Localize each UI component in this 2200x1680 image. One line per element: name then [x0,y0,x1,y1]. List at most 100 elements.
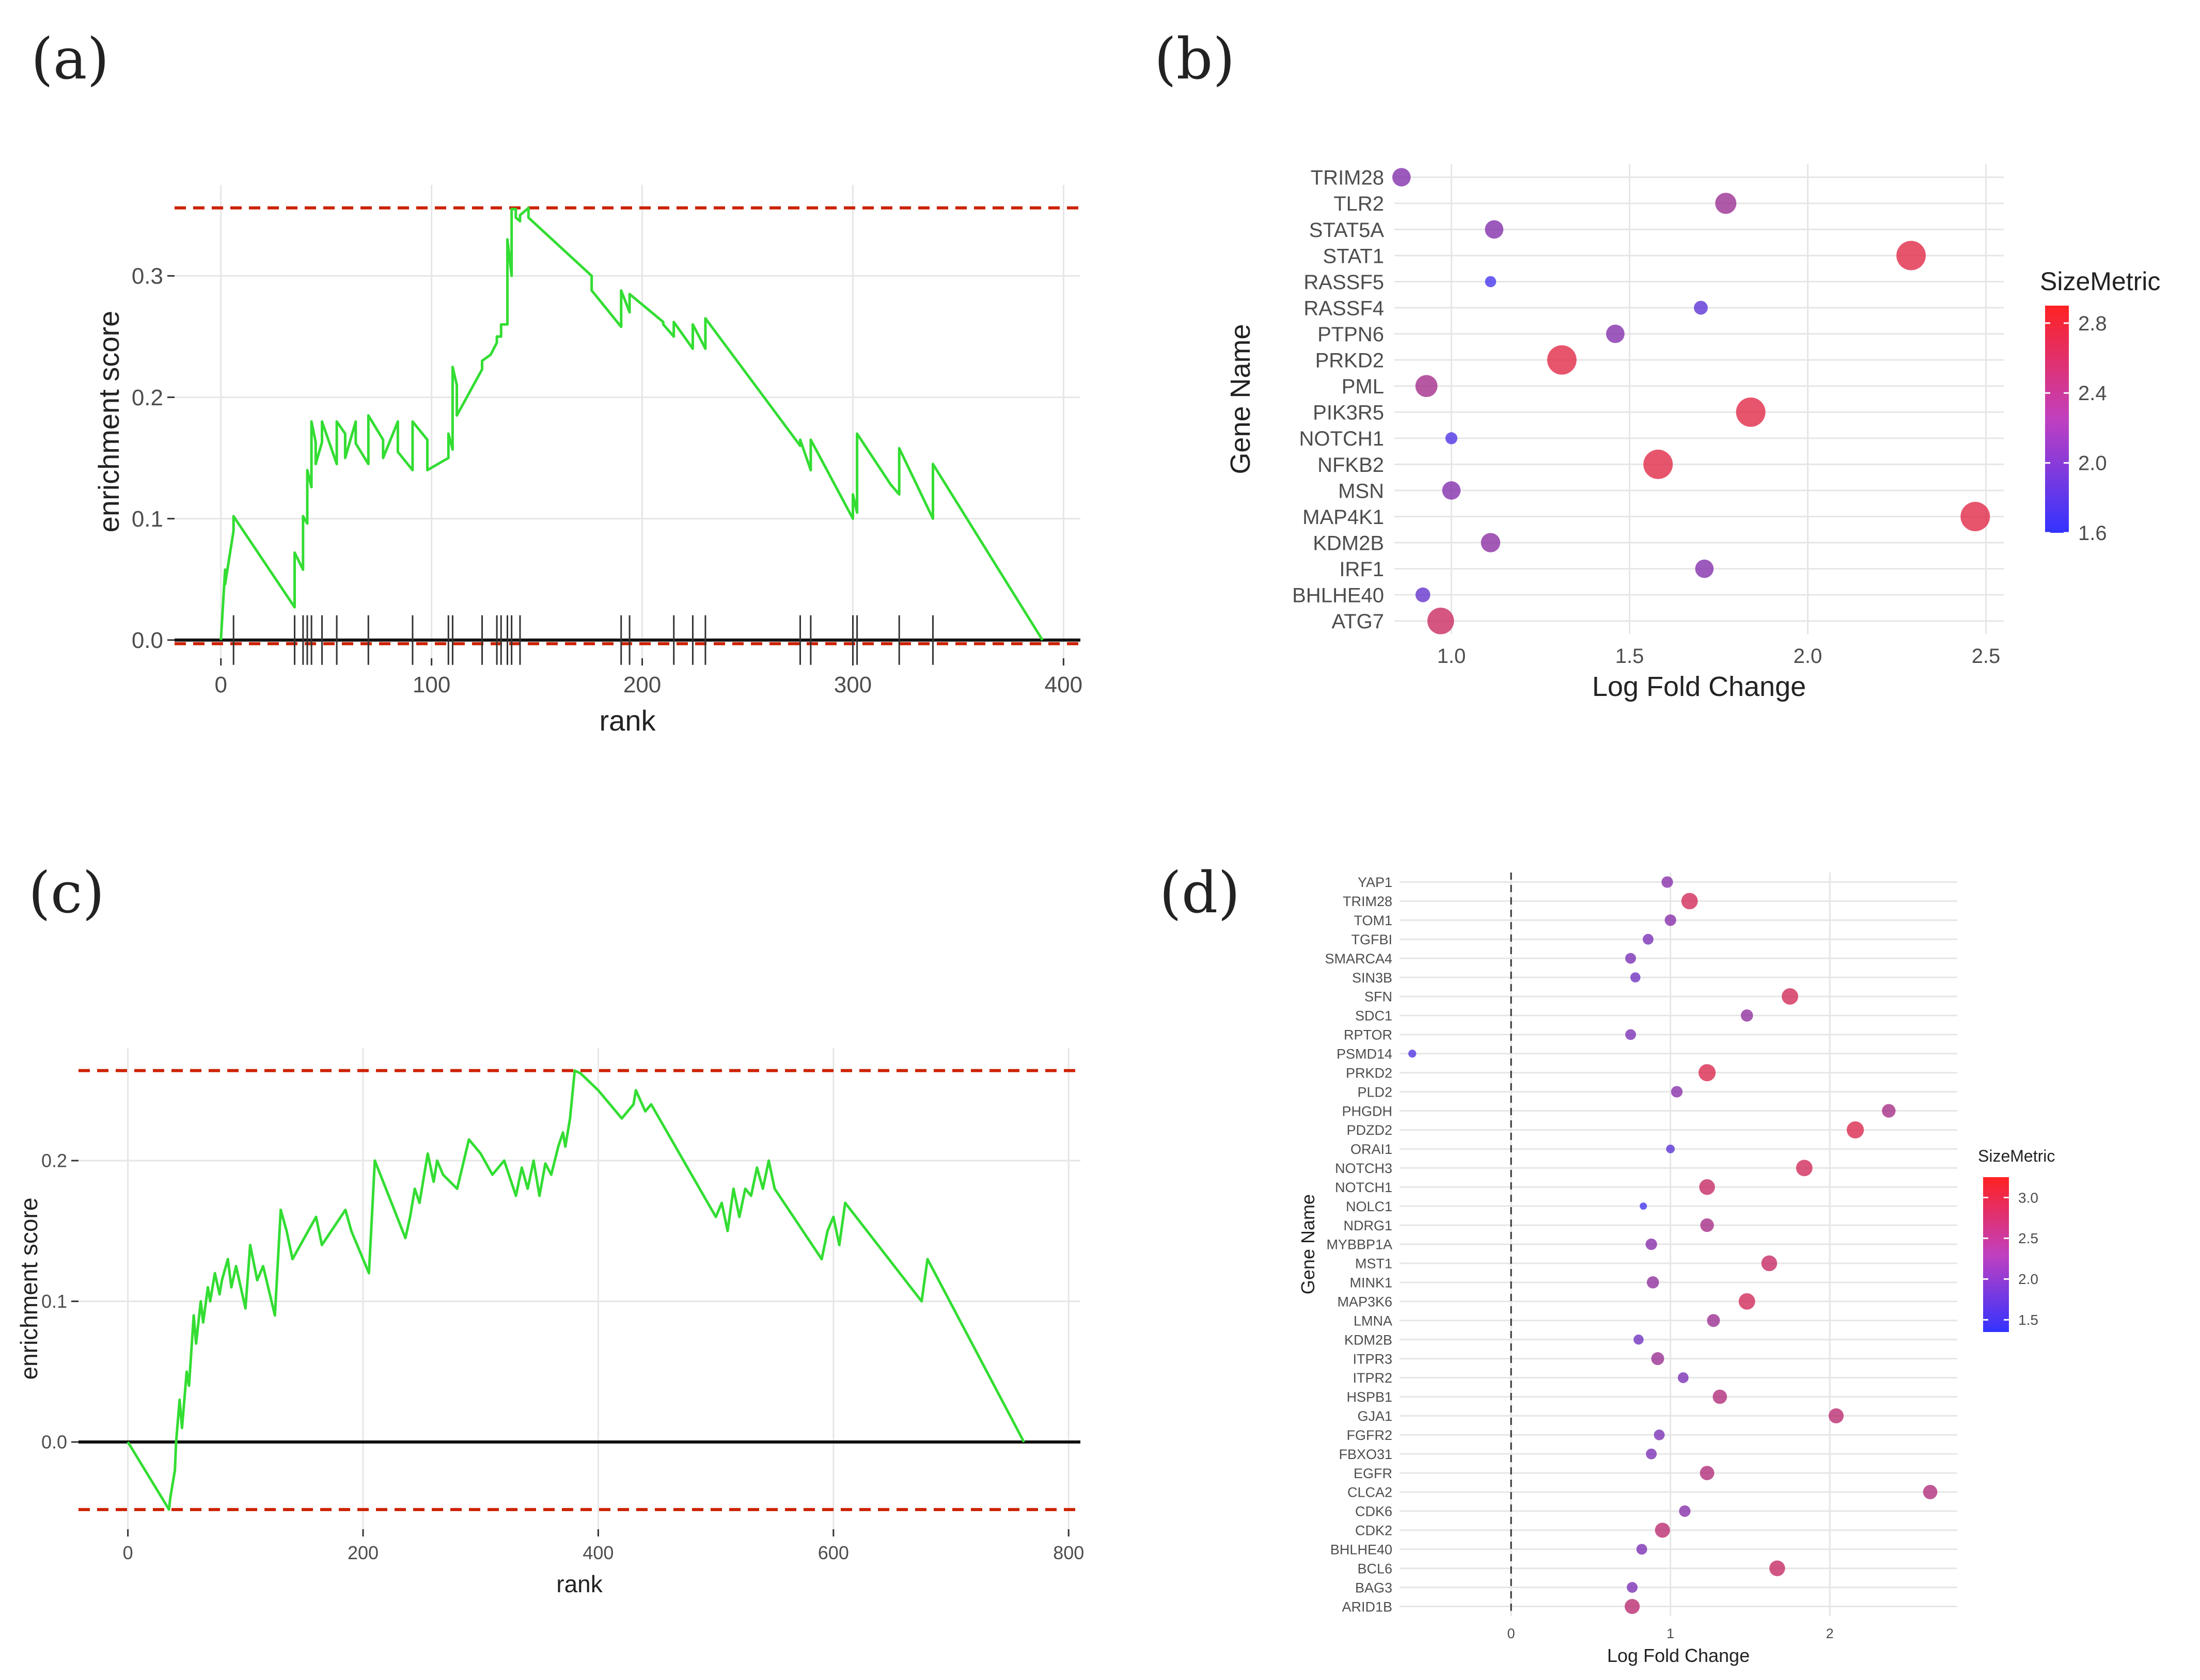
gene-label: PSMD14 [1337,1046,1392,1061]
gene-point [1408,1050,1417,1058]
x-tick-label: 1.0 [1437,645,1466,668]
gene-label: PHGDH [1342,1103,1392,1119]
legend-title: SizeMetric [2040,267,2160,296]
y-axis-title: enrichment score [92,311,125,533]
enrichment-curve [127,1069,1025,1511]
gene-label: SMARCA4 [1325,951,1392,966]
gene-point [1699,1179,1715,1195]
gene-label: NDRG1 [1343,1218,1392,1233]
gene-point [1700,1218,1714,1232]
x-tick-label: 1.5 [1615,645,1644,668]
gene-label: SIN3B [1352,970,1392,986]
gene-label: PDZD2 [1346,1122,1392,1138]
gene-label: PML [1342,375,1384,398]
gene-point [1655,1523,1670,1538]
gene-label: EGFR [1354,1466,1392,1481]
gene-point [1485,220,1504,239]
x-axis-title: Log Fold Change [1592,671,1806,702]
gene-label: TRIM28 [1311,167,1384,189]
gene-label: CLCA2 [1347,1485,1392,1500]
gene-point [1485,276,1497,288]
gene-label: NOTCH1 [1299,427,1384,450]
y-tick-label: 0.2 [41,1150,67,1171]
gene-label: KDM2B [1344,1332,1392,1348]
legend-tick-label: 2.8 [2078,312,2107,335]
gene-point [1761,1255,1778,1272]
gene-point [1415,587,1431,603]
gene-point [1712,1389,1727,1404]
gene-point [1681,893,1698,910]
y-tick-label: 0.1 [41,1291,67,1312]
gene-point [1636,1544,1647,1555]
bubble-plot-d: YAP1 TRIM28 TOM1 TGFBI SMARCA4 SIN3B SFN SDC1 RP… [1297,873,2055,1666]
gene-label: NFKB2 [1317,454,1384,477]
y-tick-label: 0.0 [132,628,163,653]
gene-point [1640,1202,1647,1210]
gene-point [1646,1448,1657,1460]
x-tick-label: 800 [1053,1542,1084,1563]
x-tick-label: 300 [834,672,872,698]
gene-label: NOTCH1 [1335,1180,1392,1195]
bubble-plot-b: TRIM28 TLR2 STAT5A STAT1 RASSF5 RASSF4 PTPN6 PR… [1225,164,2160,702]
gene-point [1694,300,1708,315]
x-tick-label: 2.0 [1794,645,1822,668]
gene-label: BHLHE40 [1330,1542,1392,1557]
gene-point [1796,1160,1813,1177]
x-tick-label: 1 [1667,1626,1674,1641]
gene-point [1738,1293,1755,1310]
legend-tick-label: 2.0 [2018,1271,2038,1287]
gene-label: CDK6 [1355,1504,1392,1519]
y-tick-label: 0.1 [132,506,163,532]
gene-point [1445,432,1458,445]
gene-label: SDC1 [1355,1008,1392,1024]
gene-label: MST1 [1355,1256,1392,1272]
gene-label: STAT5A [1309,219,1385,242]
legend-tick-label: 1.5 [2018,1312,2038,1328]
gene-point [1707,1314,1720,1327]
gene-label: ITPR2 [1353,1370,1392,1386]
legend-colorbar [1983,1177,2009,1332]
x-tick-label: 200 [348,1542,379,1563]
panel-label-c: (c) [28,860,105,926]
gene-label: MINK1 [1349,1275,1392,1291]
gene-label: ITPR3 [1353,1351,1392,1367]
gene-label: STAT1 [1323,245,1384,267]
gene-point [1740,1009,1753,1022]
gene-label: FGFR2 [1346,1428,1392,1443]
gene-point [1679,1505,1691,1517]
gene-label: RASSF4 [1303,297,1384,320]
gene-point [1481,533,1501,552]
gene-label: PRKD2 [1346,1065,1392,1081]
gene-point [1547,345,1577,375]
gene-label: TRIM28 [1343,894,1392,909]
gene-point [1645,1238,1657,1250]
x-axis-title: rank [556,1571,603,1597]
x-tick-label: 400 [1045,672,1082,698]
y-axis-title: Gene Name [1225,324,1256,474]
x-tick-label: 200 [623,672,661,698]
gene-point [1695,559,1714,578]
gene-point [1736,397,1766,427]
gene-point [1769,1560,1785,1576]
gene-label: FBXO31 [1339,1447,1392,1462]
gene-point [1442,481,1461,500]
gene-point [1633,1334,1644,1345]
gene-label: PRKD2 [1315,350,1384,372]
gene-point [1415,375,1438,398]
gene-point [1627,1582,1638,1593]
gene-point [1646,1276,1659,1289]
gene-label: NOTCH3 [1335,1161,1392,1176]
legend-colorbar [2045,306,2069,533]
gene-point [1643,449,1673,479]
gene-label: IRF1 [1339,558,1384,581]
gene-point [1882,1104,1896,1118]
gene-label: RASSF5 [1303,271,1384,294]
gene-label: MYBBP1A [1326,1237,1392,1253]
x-tick-label: 0 [1507,1626,1515,1641]
gene-point [1661,876,1673,888]
gene-label: SFN [1364,989,1392,1005]
enrichment-plot-a: 0 100 200 300 400 0.0 0.1 0.2 0.3 rank enrichment … [92,185,1082,737]
gene-label: TOM1 [1354,913,1392,928]
x-tick-label: 100 [413,672,450,698]
